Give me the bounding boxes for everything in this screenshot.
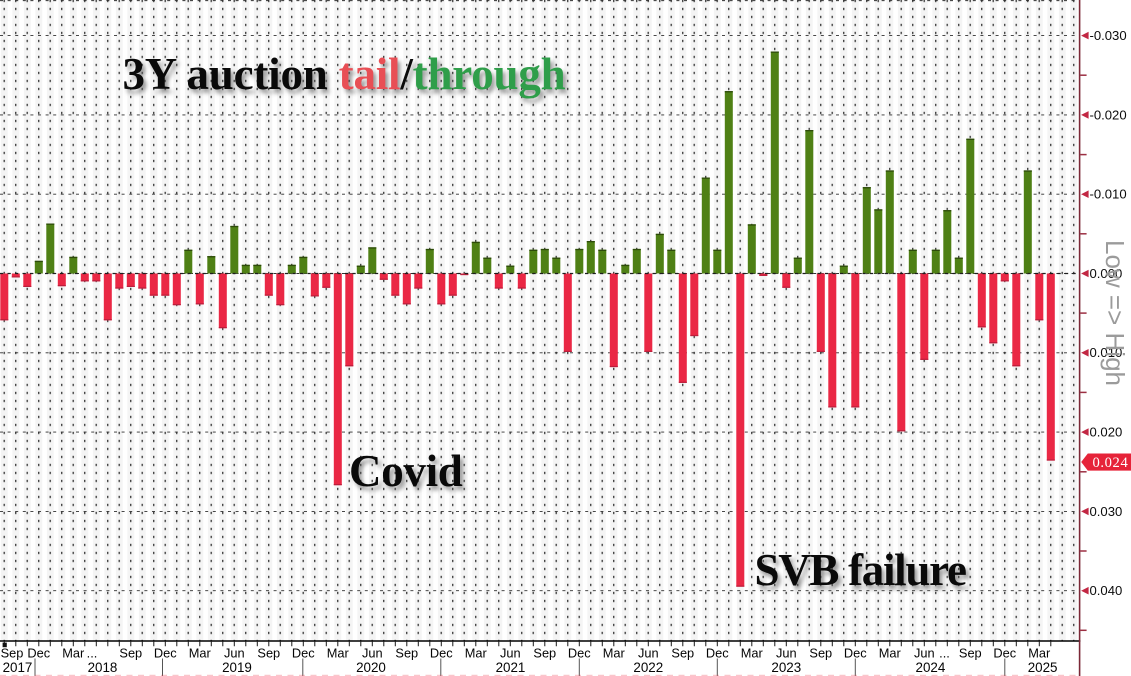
svg-text:2017: 2017 bbox=[3, 660, 33, 675]
svg-text:0.030: 0.030 bbox=[1090, 504, 1123, 519]
svg-text:Jun: Jun bbox=[224, 646, 245, 661]
svg-text:Sep: Sep bbox=[809, 646, 832, 661]
svg-text:...: ... bbox=[939, 646, 950, 661]
svg-text:2023: 2023 bbox=[771, 660, 801, 675]
svg-text:-0.010: -0.010 bbox=[1090, 187, 1127, 202]
svg-text:Mar: Mar bbox=[879, 646, 902, 661]
svg-text:Mar: Mar bbox=[465, 646, 488, 661]
svg-text:Low => High: Low => High bbox=[1100, 240, 1130, 386]
svg-text:Sep: Sep bbox=[395, 646, 418, 661]
svg-text:Dec: Dec bbox=[844, 646, 867, 661]
svg-text:2022: 2022 bbox=[633, 660, 663, 675]
svg-text:Jun: Jun bbox=[362, 646, 383, 661]
svg-text:Mar: Mar bbox=[327, 646, 350, 661]
svg-text:Sep: Sep bbox=[959, 646, 982, 661]
svg-text:2018: 2018 bbox=[88, 660, 118, 675]
svg-text:Jun: Jun bbox=[914, 646, 935, 661]
svg-text:Jun: Jun bbox=[638, 646, 659, 661]
svg-text:Dec: Dec bbox=[292, 646, 315, 661]
svg-text:Mar: Mar bbox=[189, 646, 212, 661]
svg-text:Dec: Dec bbox=[993, 646, 1016, 661]
svg-text:Mar: Mar bbox=[603, 646, 626, 661]
svg-text:2019: 2019 bbox=[222, 660, 252, 675]
svg-text:2020: 2020 bbox=[356, 660, 386, 675]
svg-text:0.024: 0.024 bbox=[1093, 455, 1129, 471]
svg-text:0.000: 0.000 bbox=[1090, 266, 1123, 281]
svg-text:Mar: Mar bbox=[741, 646, 764, 661]
svg-text:Dec: Dec bbox=[154, 646, 177, 661]
svg-text:Jun: Jun bbox=[776, 646, 797, 661]
svg-text:-0.020: -0.020 bbox=[1090, 107, 1127, 122]
svg-text:Dec: Dec bbox=[430, 646, 453, 661]
svg-text:Mar: Mar bbox=[62, 646, 85, 661]
svg-text:Sep: Sep bbox=[257, 646, 280, 661]
svg-text:Dec: Dec bbox=[706, 646, 729, 661]
svg-text:0.040: 0.040 bbox=[1090, 583, 1123, 598]
svg-text:-0.030: -0.030 bbox=[1090, 28, 1127, 43]
svg-text:Dec: Dec bbox=[568, 646, 591, 661]
svg-text:2021: 2021 bbox=[496, 660, 526, 675]
svg-text:2025: 2025 bbox=[1028, 660, 1058, 675]
svg-text:Dec: Dec bbox=[27, 646, 50, 661]
svg-text:Sep: Sep bbox=[533, 646, 556, 661]
svg-text:Sep: Sep bbox=[119, 646, 142, 661]
svg-text:Sep: Sep bbox=[671, 646, 694, 661]
svg-text:0.020: 0.020 bbox=[1090, 425, 1123, 440]
svg-text:Sep: Sep bbox=[1, 646, 24, 661]
svg-text:...: ... bbox=[87, 646, 98, 661]
svg-text:0.010: 0.010 bbox=[1090, 345, 1123, 360]
svg-text:2024: 2024 bbox=[916, 660, 946, 675]
svg-text:Mar: Mar bbox=[1028, 646, 1051, 661]
svg-text:Jun: Jun bbox=[500, 646, 521, 661]
